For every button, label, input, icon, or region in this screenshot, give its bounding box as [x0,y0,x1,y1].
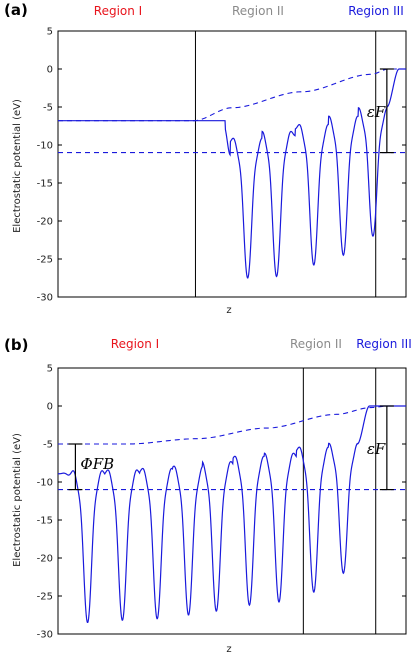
region-3-label: Region III [356,337,412,351]
y-tick-label: -20 [37,554,53,565]
panel-label: (a) [4,1,28,19]
flat-band-label: ΦFB [80,455,114,473]
y-tick-label: -30 [37,630,53,641]
y-tick-label: -10 [37,478,53,489]
y-tick-label: -25 [37,255,53,266]
y-tick-label: -20 [37,217,53,228]
y-tick-label: -5 [43,440,53,451]
panel-b: (b) Region I Region II Region III Electr… [4,336,412,655]
fermi-energy-label: εF [367,440,386,458]
electrostatic-potential-curve [58,68,406,279]
y-tick-label: -5 [43,103,53,114]
region-2-label: Region II [232,4,284,18]
plot-frame [57,367,407,635]
panel-label: (b) [4,336,28,354]
y-axis-label: Electrostatic potential (eV) [12,99,23,233]
region-1-label: Region I [111,337,159,351]
fermi-energy-label: εF [367,103,386,121]
y-axis-label: Electrostatic potential (eV) [12,433,23,567]
region-2-label: Region II [290,337,342,351]
average-potential-curve [58,405,406,445]
y-tick-label: 5 [47,364,53,375]
x-axis-label: z [226,305,231,316]
region-3-label: Region III [348,4,404,18]
y-tick-label: 5 [47,27,53,38]
panel-a: (a) Region I Region II Region III Electr… [4,1,407,316]
y-tick-label: -10 [37,141,53,152]
y-tick-label: 0 [47,402,53,413]
y-tick-label: -15 [37,179,53,190]
electrostatic-potential-curve [57,405,406,624]
region-1-label: Region I [94,4,142,18]
x-axis-label: z [226,644,231,655]
plot-frame [57,30,407,298]
y-tick-label: -15 [37,516,53,527]
y-tick-label: 0 [47,65,53,76]
y-tick-label: -25 [37,592,53,603]
y-tick-label: -30 [37,293,53,304]
average-potential-curve [58,68,406,122]
